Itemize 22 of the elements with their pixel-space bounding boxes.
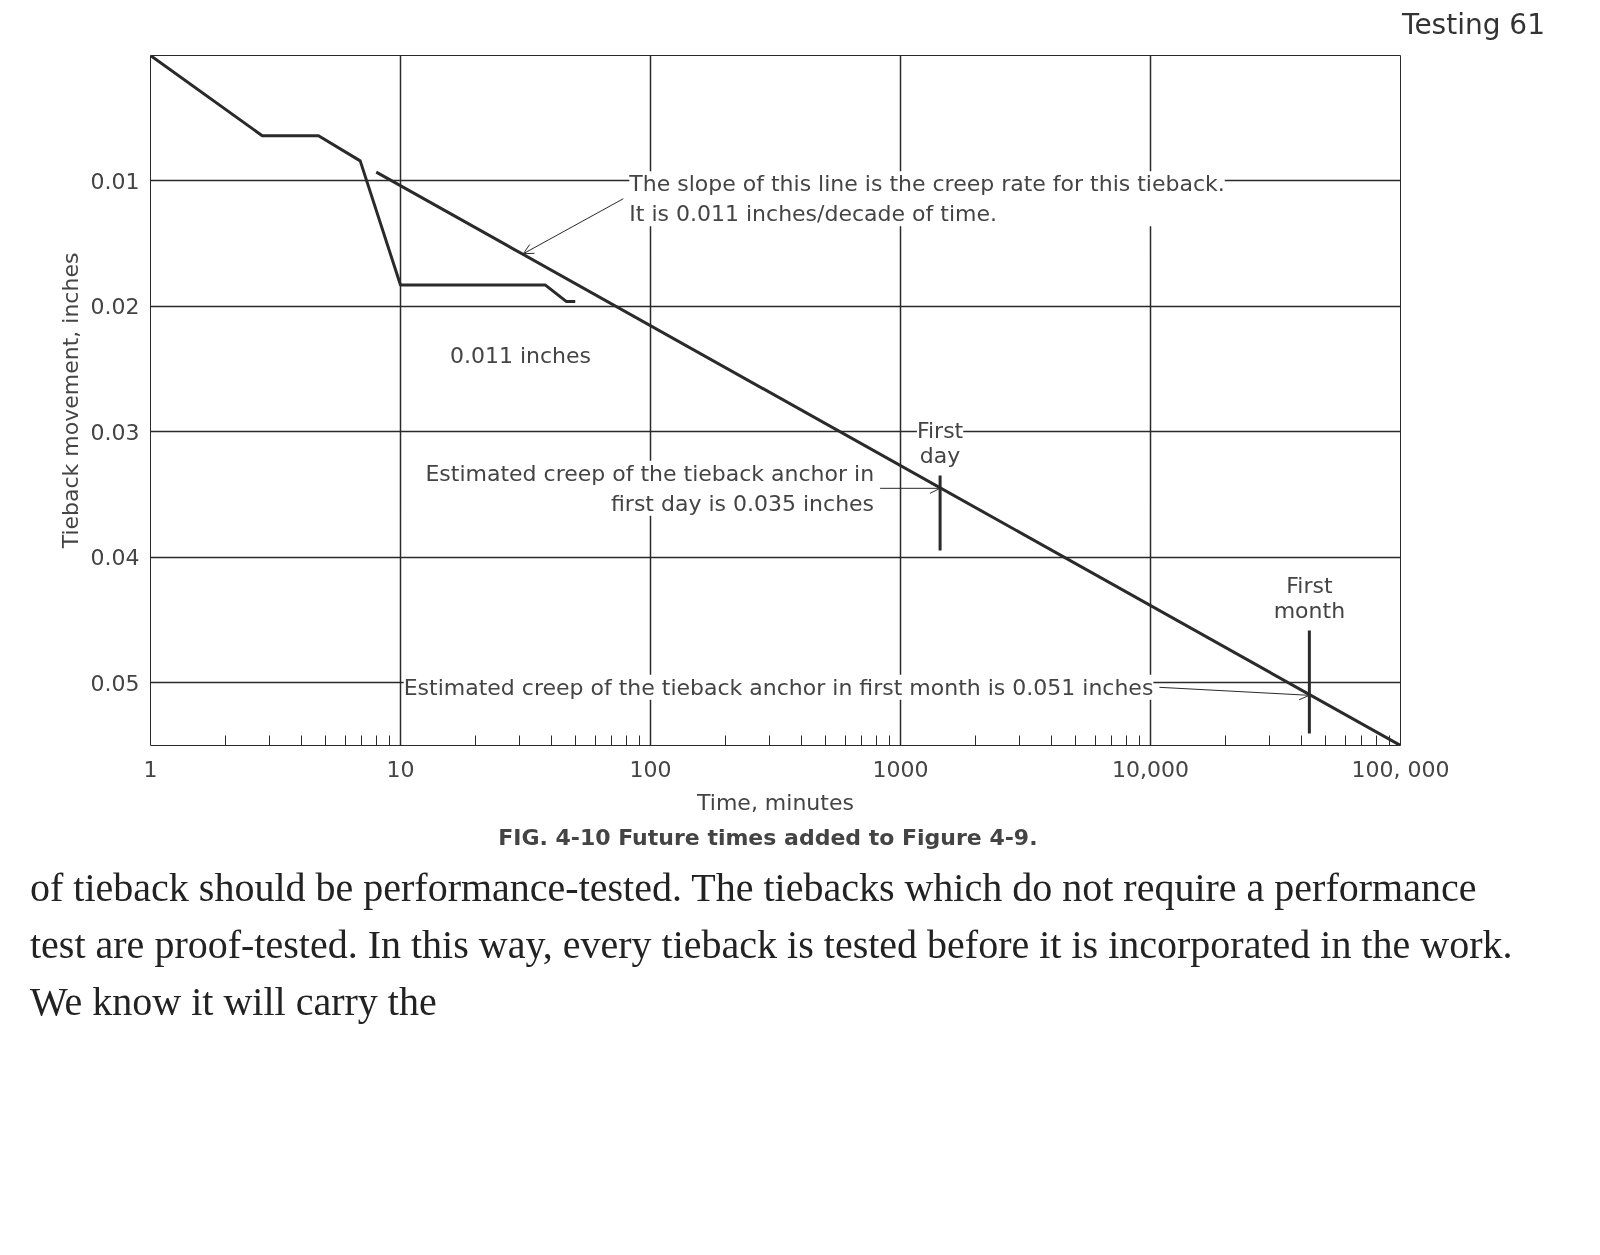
annotation: Estimated creep of the tieback anchor in first month is 0.051 inches (403, 674, 1154, 700)
annotation: The slope of this line is the creep rate for this tieback. It is 0.011 inches/decade of time. (628, 171, 1225, 227)
y-tick-label: 0.03 (90, 419, 140, 445)
x-tick-label: 100, 000 (1351, 756, 1450, 782)
y-tick-label: 0.05 (90, 670, 140, 696)
x-tick-label: 10,000 (1112, 756, 1189, 782)
x-tick-label: 1000 (872, 756, 929, 782)
x-axis-title: Time, minutes (696, 789, 854, 815)
ref-line-label: First month (1273, 572, 1346, 623)
x-tick-label: 10 (386, 756, 415, 782)
annotation: 0.011 inches (449, 343, 592, 368)
x-tick-label: 100 (629, 756, 672, 782)
y-tick-label: 0.04 (90, 545, 140, 571)
y-tick-label: 0.02 (90, 294, 140, 320)
annotation: Estimated creep of the tieback anchor in first day is 0.035 inches (425, 460, 875, 516)
x-tick-label: 1 (143, 756, 158, 782)
text: FIG. 4-10 Future times added to Figure 4-9. (498, 824, 1038, 850)
ref-line-label: First day (916, 417, 964, 468)
y-axis-title: Tieback movement, inches (57, 252, 83, 550)
text: of tieback should be performance-tested. The tiebacks which do not require a performance test are proof-tested. In this way, every tieback is tested before it is incorporated in the work. We know it will carry the (30, 864, 1514, 1027)
y-tick-label: 0.01 (90, 168, 140, 194)
text: Testing 61 (1402, 7, 1545, 43)
